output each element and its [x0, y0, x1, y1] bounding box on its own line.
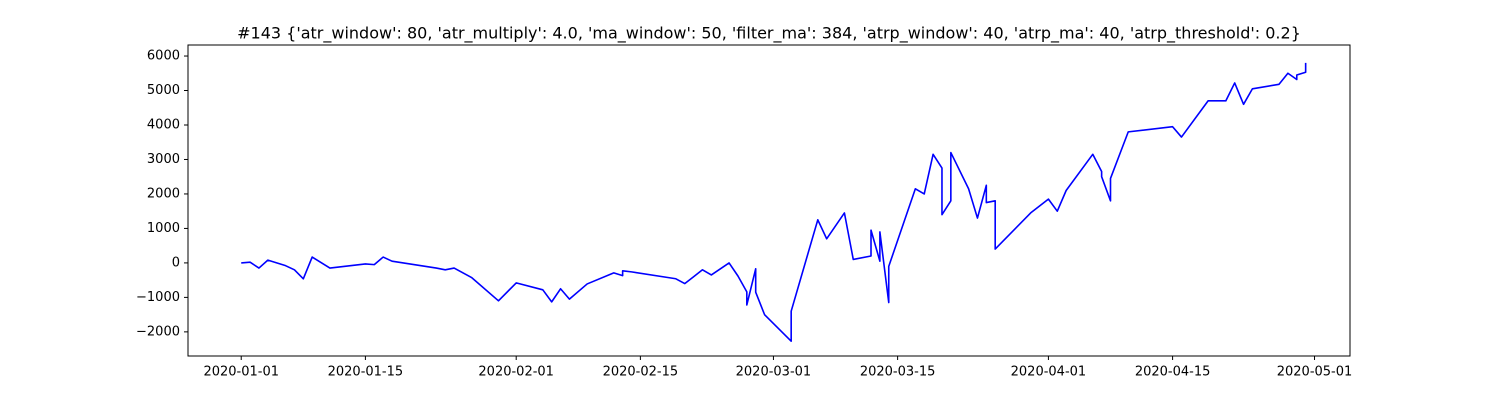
- x-tick-label: 2020-02-01: [478, 365, 554, 380]
- x-tick-label: 2020-04-01: [1011, 365, 1087, 380]
- y-tick-label: −1000: [136, 290, 180, 305]
- data-line: [241, 62, 1307, 342]
- x-tick-label: 2020-01-15: [328, 365, 404, 380]
- x-tick-label: 2020-03-15: [860, 365, 936, 380]
- y-tick-label: −2000: [136, 324, 180, 339]
- x-tick-label: 2020-04-15: [1135, 365, 1211, 380]
- plot-frame: [187, 44, 1351, 357]
- y-tick-label: 4000: [147, 117, 180, 132]
- y-tick-label: 2000: [147, 186, 180, 201]
- x-tick-label: 2020-02-15: [603, 365, 679, 380]
- x-tick-label: 2020-05-01: [1277, 365, 1353, 380]
- chart-title: #143 {'atr_window': 80, 'atr_multiply': …: [237, 24, 1301, 44]
- y-tick-label: 3000: [147, 152, 180, 167]
- x-tick-label: 2020-01-01: [203, 365, 279, 380]
- y-tick-label: 6000: [147, 49, 180, 64]
- x-tick-label: 2020-03-01: [736, 365, 812, 380]
- y-tick-label: 5000: [147, 83, 180, 98]
- y-tick-label: 1000: [147, 221, 180, 236]
- y-tick-label: 0: [172, 255, 180, 270]
